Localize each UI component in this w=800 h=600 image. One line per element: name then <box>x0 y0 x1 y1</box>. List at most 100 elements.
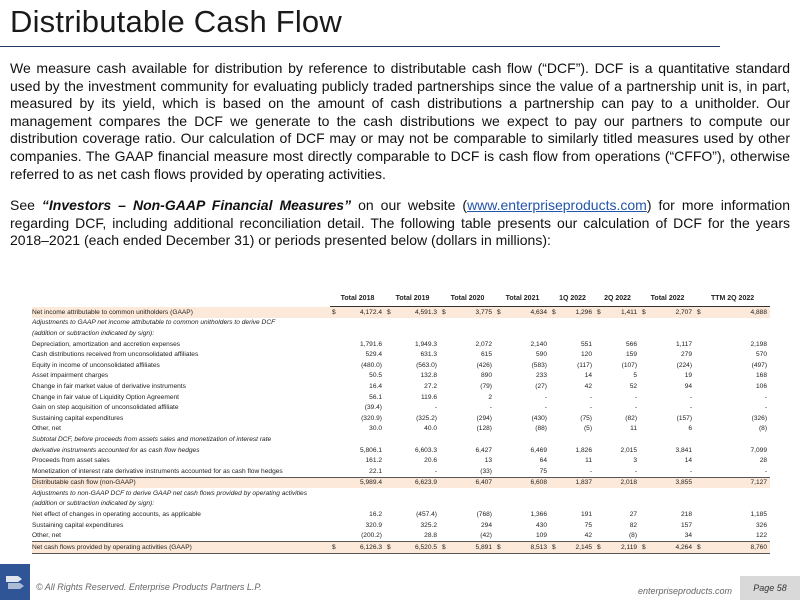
dollar-sign <box>495 328 509 339</box>
cell-value: 19 <box>684 372 693 380</box>
table-row: Depreciation, amortization and accretion… <box>32 339 770 350</box>
row-label: derivative instruments accounted for as … <box>32 446 200 454</box>
column-header: Total 2020 <box>440 292 495 307</box>
dollar-sign <box>695 530 709 541</box>
dollar-sign <box>550 339 560 350</box>
row-label: Monetization of interest rate derivative… <box>32 467 283 475</box>
cell-value <box>709 488 770 499</box>
dollar-sign <box>440 349 454 360</box>
dollar-sign <box>385 424 399 435</box>
cell-value: - <box>589 467 593 475</box>
dollar-sign <box>695 402 709 413</box>
dollar-sign <box>330 360 344 371</box>
dollar-sign <box>595 381 605 392</box>
row-label: Net income attributable to common unitho… <box>32 306 330 318</box>
cell-value: (117) <box>577 361 593 369</box>
dollar-sign <box>550 509 560 520</box>
row-label: Adjustments to non-GAAP DCF to derive GA… <box>32 489 307 497</box>
dollar-sign <box>385 349 399 360</box>
cell-value: 4,264 <box>654 541 696 554</box>
cell-value: (426) <box>476 361 492 369</box>
row-label: Cash distributions received from unconso… <box>32 351 199 359</box>
dollar-sign <box>595 371 605 382</box>
dollar-sign <box>440 392 454 403</box>
dcf-table: Total 2018 Total 2019 Total 2020 Total 2021… <box>32 292 771 554</box>
table-row: Gain on step acquisition of unconsolidat… <box>32 402 770 413</box>
dollar-sign <box>385 339 399 350</box>
dollar-sign <box>595 318 605 329</box>
cell-value <box>399 499 440 510</box>
row-label: Gain on step acquisition of unconsolidat… <box>32 404 179 412</box>
cell-value: 82 <box>629 521 638 529</box>
cell-value <box>344 328 385 339</box>
dollar-sign: $ <box>550 541 560 554</box>
dollar-sign <box>385 509 399 520</box>
dollar-sign <box>550 318 560 329</box>
cell-value <box>709 328 770 339</box>
cell-value: 157 <box>681 521 693 529</box>
dollar-sign <box>330 488 344 499</box>
title-divider <box>0 46 720 47</box>
dollar-sign: $ <box>330 306 344 318</box>
table-row: Sustaining capital expenditures (320.9) (3… <box>32 413 770 424</box>
dollar-sign <box>550 360 560 371</box>
cell-value: 529.4 <box>365 351 382 359</box>
column-header: Total 2019 <box>385 292 440 307</box>
dollar-sign <box>595 509 605 520</box>
table-row: Monetization of interest rate derivative… <box>32 466 770 477</box>
dollar-sign: $ <box>595 541 606 554</box>
dollar-sign <box>550 476 560 489</box>
dollar-sign <box>640 318 654 329</box>
dollar-sign <box>495 413 509 424</box>
website-link[interactable]: www.enterpriseproducts.com <box>467 197 647 214</box>
footer <box>0 564 800 600</box>
footer-website[interactable]: enterpriseproducts.com <box>638 586 733 596</box>
dollar-sign <box>385 328 399 339</box>
table-row: Other, net (200.2) 28.8 (42) 109 42 (8) 34 122 <box>32 530 770 541</box>
cell-value: 1,791.6 <box>360 340 382 348</box>
cell-value <box>654 499 695 510</box>
dollar-sign <box>385 413 399 424</box>
cell-value: 590 <box>535 351 547 359</box>
dollar-sign <box>695 434 709 445</box>
dollar-sign <box>495 530 509 541</box>
dollar-sign: $ <box>695 541 710 554</box>
dollar-sign <box>440 466 454 477</box>
column-header: Total 2021 <box>495 292 550 307</box>
dollar-sign <box>385 476 399 489</box>
table-row: Distributable cash flow (non-GAAP) 5,989.… <box>32 476 771 489</box>
cell-value: (480.0) <box>361 361 382 369</box>
dollar-sign <box>495 360 509 371</box>
cell-value <box>605 488 640 499</box>
row-label: Equity in income of unconsolidated affil… <box>32 361 160 369</box>
dollar-sign <box>550 381 560 392</box>
dollar-sign <box>695 499 709 510</box>
company-logo <box>0 564 30 600</box>
dollar-sign <box>550 424 560 435</box>
cell-value: (320.9) <box>361 414 382 422</box>
cell-value: (224) <box>676 361 693 369</box>
dollar-sign <box>550 445 560 456</box>
dollar-sign <box>595 349 605 360</box>
cell-value: 3,841 <box>675 446 693 454</box>
dollar-sign: $ <box>440 306 454 318</box>
cell-value: 94 <box>684 382 693 390</box>
cell-value: 14 <box>584 372 593 380</box>
cell-value: 2,119 <box>605 541 641 554</box>
cell-value <box>454 434 495 445</box>
cell-value: (107) <box>621 361 638 369</box>
cell-value: - <box>764 467 768 475</box>
dollar-sign <box>385 434 399 445</box>
cell-value: 1,366 <box>530 511 547 519</box>
cell-value: 2 <box>488 393 492 401</box>
dollar-sign <box>330 466 344 477</box>
table-row: Equity in income of unconsolidated affil… <box>32 360 770 371</box>
dollar-sign <box>695 445 709 456</box>
cell-value: 40.0 <box>424 425 437 433</box>
cell-value: 6,469 <box>530 446 547 454</box>
dollar-sign <box>640 520 654 531</box>
cell-value: 191 <box>581 511 593 519</box>
cell-value: (200.2) <box>361 532 382 540</box>
table-row: Net income attributable to common unitho… <box>32 306 771 318</box>
dollar-sign <box>640 402 654 413</box>
